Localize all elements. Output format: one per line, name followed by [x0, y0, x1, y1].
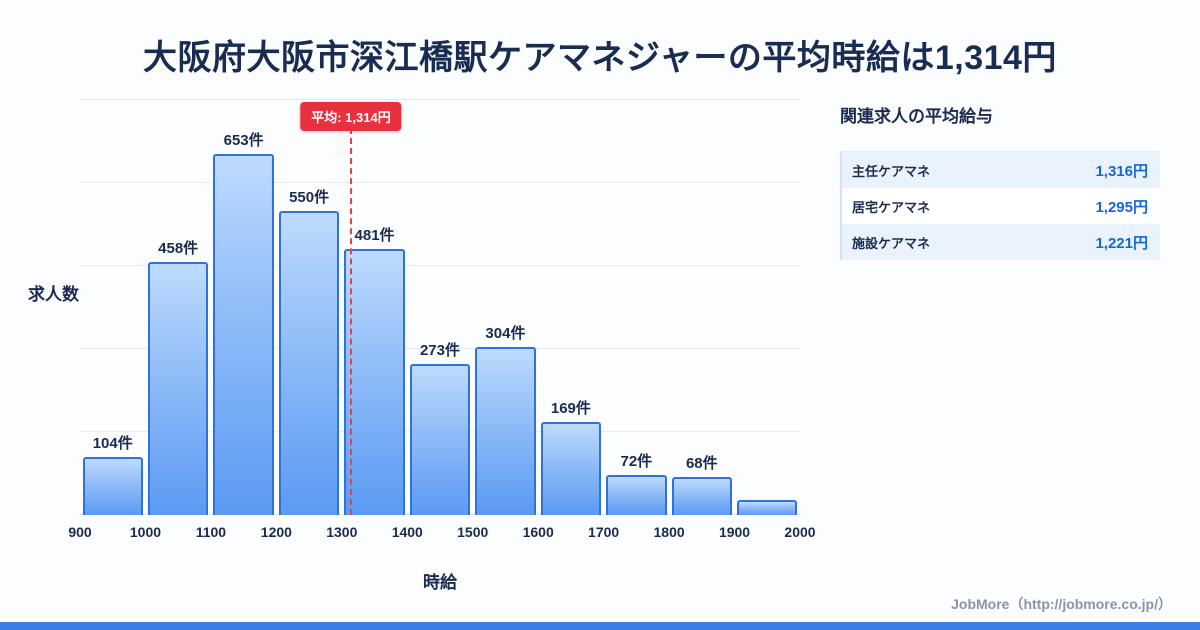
bar-value-label: 68件	[685, 455, 718, 473]
salary-row-label: 主任ケアマネ	[852, 163, 931, 179]
bar-value-label: 104件	[92, 435, 133, 453]
x-tick-label: 1200	[260, 524, 292, 540]
histogram-bar: 550件	[278, 189, 340, 515]
gridline	[80, 99, 800, 100]
x-axis-ticks: 900 1000 1100 1200 1300 1400 1500 1600 1700 1800 1…	[68, 524, 815, 544]
bar-value-label: 481件	[354, 226, 395, 244]
salary-row: 施設ケアマネ 1,221円	[842, 224, 1160, 260]
x-tick-label: 1500	[457, 524, 489, 540]
histogram-bar: 72件	[606, 453, 667, 515]
histogram-bar: 653件	[213, 132, 274, 515]
x-tick-label: 1900	[718, 524, 751, 540]
gridline	[80, 348, 800, 349]
salary-row-label: 施設ケアマネ	[852, 235, 931, 251]
histogram-bar: 169件	[540, 400, 602, 515]
x-tick-label: 1600	[522, 524, 554, 540]
site-credit: JobMore（http://jobmore.co.jp/）	[951, 596, 1172, 612]
x-tick-label: 1700	[588, 524, 620, 540]
salary-row-label: 居宅ケアマネ	[852, 199, 931, 215]
salary-table: 主任ケアマネ 1,316円居宅ケアマネ 1,295円施設ケアマネ 1,221円	[840, 151, 1160, 260]
histogram-bar: 104件	[82, 435, 143, 515]
bar-value-label: 169件	[550, 399, 591, 417]
y-axis-label: 求人数	[28, 285, 79, 304]
salary-row-value: 1,221円	[1095, 234, 1148, 252]
bar-value-label: 653件	[223, 131, 264, 149]
bar-value-label: 458件	[158, 239, 199, 257]
histogram-bar: 273件	[409, 342, 471, 515]
histogram-bar: 68件	[671, 455, 733, 515]
salary-row: 居宅ケアマネ 1,295円	[842, 188, 1160, 224]
histogram-bar: 458件	[147, 240, 209, 515]
salary-row-value: 1,295円	[1095, 198, 1148, 216]
x-axis-label: 時給	[423, 573, 457, 592]
x-tick-label: 1100	[195, 524, 227, 540]
bottom-accent-bar	[0, 622, 1200, 630]
bar-value-label: 550件	[289, 188, 330, 206]
gridline	[80, 265, 800, 266]
x-tick-label: 2000	[784, 524, 816, 540]
x-tick-label: 900	[68, 524, 92, 540]
x-tick-label: 1800	[653, 524, 685, 540]
histogram-bars: 104件 458件 653件 550件 481件 273件 304件 169件 72件 68件	[80, 100, 800, 515]
bar-value-label: 273件	[419, 341, 460, 359]
histogram-bar: 304件	[475, 325, 536, 515]
related-salary-panel: 関連求人の平均給与 主任ケアマネ 1,316円居宅ケアマネ 1,295円施設ケアマネ…	[840, 102, 1160, 260]
salary-row-value: 1,316円	[1095, 162, 1148, 180]
plot-area: 104件 458件 653件 550件 481件 273件 304件 169件 72件 68件 平…	[80, 99, 800, 515]
histogram-bar	[737, 500, 798, 515]
gridline	[80, 182, 800, 183]
bar-value-label: 72件	[620, 453, 653, 471]
bar-value-label: 304件	[485, 324, 526, 342]
salary-row: 主任ケアマネ 1,316円	[842, 152, 1160, 188]
average-dashed-line	[349, 128, 352, 515]
average-badge: 平均: 1,314円	[300, 102, 402, 131]
x-tick-label: 1000	[129, 524, 162, 540]
side-panel-title: 関連求人の平均給与	[840, 107, 993, 126]
histogram-bar: 481件	[344, 227, 405, 515]
x-tick-label: 1400	[391, 524, 423, 540]
page-title: 大阪府大阪市深江橋駅ケアマネジャーの平均時給は1,314円	[143, 39, 1057, 77]
x-tick-label: 1300	[326, 524, 358, 540]
